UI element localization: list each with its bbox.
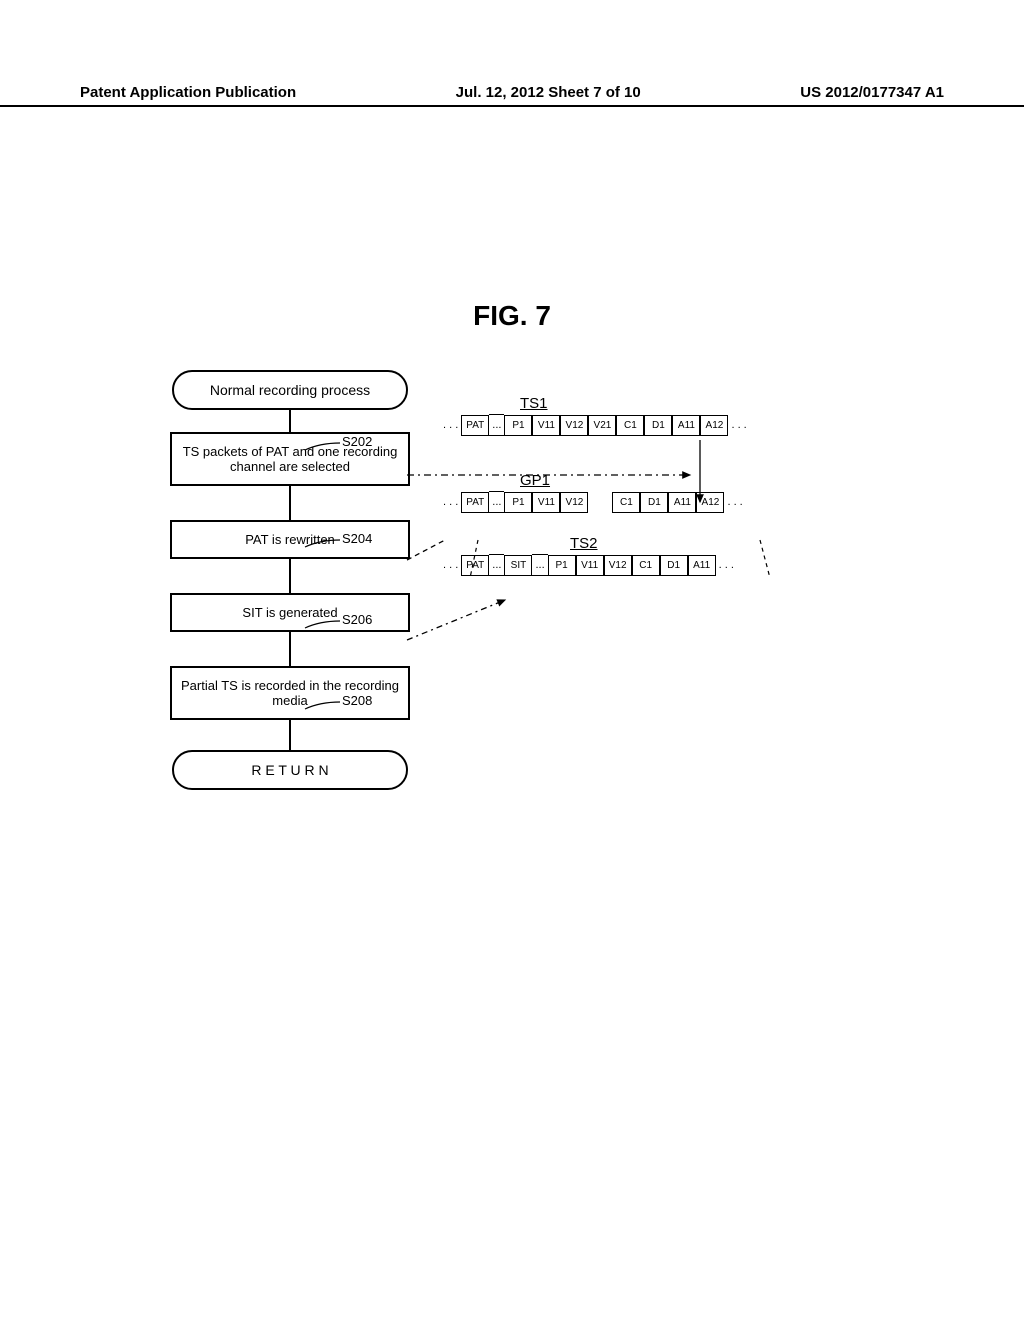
pkt: D1 (660, 555, 688, 576)
step-s204-text: PAT is rewritten (245, 532, 335, 547)
pkt: V11 (576, 555, 604, 576)
pkt: A12 (696, 492, 724, 513)
start-terminal: Normal recording process (172, 370, 408, 410)
connector (289, 486, 291, 520)
pkt: P1 (548, 555, 576, 576)
figure-title: FIG. 7 (0, 300, 1024, 332)
pkt: V12 (560, 492, 588, 513)
ts1-row: . . . PAT ... P1 V11 V12 V21 C1 D1 A11 A… (440, 414, 960, 436)
pkt-ellipsis: ... (489, 491, 504, 513)
pkt: A11 (688, 555, 716, 576)
gp1-label: GP1 (520, 472, 960, 489)
connector (289, 559, 291, 593)
pkt: V12 (560, 415, 588, 436)
pkt: A11 (672, 415, 700, 436)
flowchart: Normal recording process TS packets of P… (170, 370, 410, 790)
pkt: V11 (532, 415, 560, 436)
pkt-ellipsis: ... (489, 414, 504, 436)
pkt: V11 (532, 492, 560, 513)
ts1-label: TS1 (520, 395, 960, 412)
pkt-ellipsis: ... (489, 554, 504, 576)
header-right: US 2012/0177347 A1 (800, 84, 944, 101)
ts2-row: . . . PAT ... SIT ... P1 V11 V12 C1 D1 A… (440, 554, 960, 576)
gp1-row: . . . PAT ... P1 V11 V12 C1 D1 A11 A12 .… (440, 491, 960, 513)
step-s206-text: SIT is generated (242, 605, 337, 620)
step-s206: SIT is generated (170, 593, 410, 632)
connector (289, 410, 291, 432)
step-s208: Partial TS is recorded in the recording … (170, 666, 410, 720)
ts2-label: TS2 (570, 535, 960, 552)
step-s202: TS packets of PAT and one recording chan… (170, 432, 410, 486)
pkt: C1 (612, 492, 640, 513)
ellipsis: . . . (728, 419, 749, 431)
ellipsis: . . . (440, 559, 461, 571)
pkt: P1 (504, 415, 532, 436)
header-center: Jul. 12, 2012 Sheet 7 of 10 (456, 84, 641, 101)
pkt: D1 (644, 415, 672, 436)
return-terminal: R E T U R N (172, 750, 408, 790)
connector (289, 720, 291, 750)
pkt: SIT (504, 555, 532, 576)
pkt: C1 (616, 415, 644, 436)
page-header: Patent Application Publication Jul. 12, … (0, 84, 1024, 107)
pkt: PAT (461, 555, 489, 576)
step-s204: PAT is rewritten (170, 520, 410, 559)
pkt: C1 (632, 555, 660, 576)
pkt: PAT (461, 492, 489, 513)
ellipsis: . . . (440, 419, 461, 431)
label-s206: S206 (342, 612, 372, 627)
ellipsis: . . . (724, 496, 745, 508)
pkt: PAT (461, 415, 489, 436)
label-s204: S204 (342, 531, 372, 546)
ellipsis: . . . (440, 496, 461, 508)
connector-overlay (0, 0, 1024, 1320)
ellipsis: . . . (716, 559, 737, 571)
ts-diagrams: TS1 . . . PAT ... P1 V11 V12 V21 C1 D1 A… (440, 395, 960, 576)
label-s202: S202 (342, 434, 372, 449)
connector (289, 632, 291, 666)
pkt: D1 (640, 492, 668, 513)
pkt: V12 (604, 555, 632, 576)
pkt: A11 (668, 492, 696, 513)
pkt: A12 (700, 415, 728, 436)
pkt: P1 (504, 492, 532, 513)
pkt: V21 (588, 415, 616, 436)
label-s208: S208 (342, 693, 372, 708)
pkt-ellipsis: ... (532, 554, 547, 576)
header-left: Patent Application Publication (80, 84, 296, 101)
